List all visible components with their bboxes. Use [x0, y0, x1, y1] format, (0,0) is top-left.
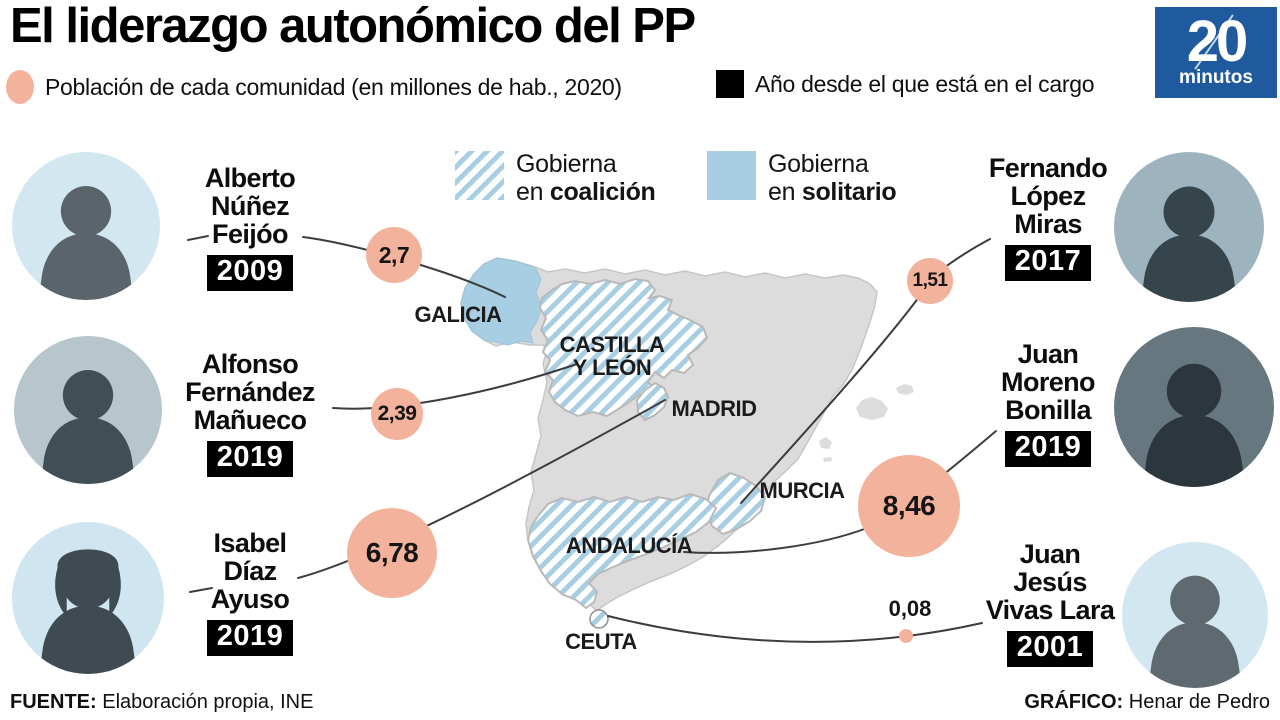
leader-name: Moreno	[1001, 367, 1096, 398]
year-badge: 2001	[1006, 631, 1094, 667]
population-bubble-galicia: 2,7	[366, 227, 422, 283]
source-credit: FUENTE: Elaboración propia, INE	[10, 691, 314, 713]
year-badge: 2019	[206, 441, 294, 477]
map-legend-solo: Gobierna en solitario	[707, 150, 897, 206]
logo-20minutos: 20 minutos	[1155, 7, 1277, 98]
leader-photo-vivas	[1122, 542, 1268, 688]
graphic-credit: GRÁFICO: Henar de Pedro	[1024, 691, 1270, 713]
leader-card-manueco: Alfonso Fernández Mañueco 2019	[158, 350, 342, 477]
leader-name: Fernández	[185, 377, 315, 408]
map-legend-coalition: Gobierna en coalición	[455, 150, 656, 206]
map-label-andalucia: ANDALUCÍA	[566, 533, 693, 558]
leader-name: Jesús	[1013, 567, 1087, 598]
leader-name: Isabel	[213, 528, 288, 558]
leader-card-lopez-miras: Fernando López Miras 2017	[956, 154, 1140, 281]
leader-photo-manueco	[14, 336, 162, 484]
leader-photo-ayuso	[12, 522, 164, 674]
map-region-andalucia	[526, 492, 718, 610]
leader-name: Fernando	[988, 153, 1108, 183]
population-bubble-murcia: 1,51	[907, 258, 953, 304]
map-legend-solo-label: Gobierna en solitario	[768, 150, 897, 206]
leader-photo-feijoo	[12, 152, 160, 300]
map-legend-coalition-label: Gobierna en coalición	[516, 150, 656, 206]
logo-word: minutos	[1179, 67, 1253, 89]
line-manueco	[332, 363, 578, 410]
coalition-hatch-icon	[455, 151, 504, 200]
map-label-ceuta: CEUTA	[565, 629, 637, 654]
leader-name: Miras	[1014, 209, 1082, 240]
leader-name: Alfonso	[201, 349, 299, 379]
population-bubble-andalucia: 8,46	[858, 455, 960, 557]
line-moreno-b	[683, 527, 868, 554]
year-badge: 2009	[206, 255, 294, 291]
population-value-ceuta: 0,08	[888, 596, 932, 621]
year-badge-icon	[716, 70, 744, 98]
legend-population-label: Población de cada comunidad (en millones…	[45, 73, 622, 100]
legend-year-label: Año desde el que está en el cargo	[755, 70, 1095, 97]
leader-name: Ayuso	[210, 584, 290, 615]
leader-name: Juan	[1019, 539, 1081, 569]
legend-population: Población de cada comunidad (en millones…	[6, 70, 622, 104]
line-vivas	[607, 615, 983, 643]
leader-name: Díaz	[223, 556, 277, 587]
leader-card-feijoo: Alberto Núñez Feijóo 2009	[158, 164, 342, 291]
leader-photo-moreno	[1114, 327, 1274, 487]
map-label-castilla-1: CASTILLA	[560, 332, 665, 357]
year-badge: 2017	[1004, 245, 1092, 281]
population-bubble-icon	[6, 70, 34, 104]
leader-card-vivas: Juan Jesús Vivas Lara 2001	[950, 540, 1150, 667]
leader-name: Alberto	[204, 163, 296, 193]
line-miras-b	[740, 296, 920, 504]
line-ayuso	[297, 399, 666, 579]
leader-name: Vivas Lara	[985, 595, 1115, 626]
leader-name: Mañueco	[193, 405, 307, 436]
map-region-ceuta	[589, 609, 609, 629]
leader-card-moreno: Juan Moreno Bonilla 2019	[956, 340, 1140, 467]
logo-number: 20	[1186, 8, 1248, 74]
leader-name: Núñez	[210, 191, 290, 222]
leader-name: Bonilla	[1005, 395, 1091, 426]
legend-year: Año desde el que está en el cargo	[716, 70, 1095, 98]
map-label-castilla-2: Y LEÓN	[573, 355, 652, 380]
map-region-galicia	[460, 257, 543, 346]
line-feijoo-dash	[187, 235, 209, 241]
leader-name: Feijóo	[212, 219, 289, 250]
population-bubble-madrid: 6,78	[347, 508, 437, 598]
map-label-madrid: MADRID	[672, 396, 757, 421]
leader-name: Juan	[1017, 339, 1079, 369]
leader-photo-lopez-miras	[1114, 152, 1264, 302]
population-bubble-castilla-y-leon: 2,39	[371, 388, 423, 440]
map-label-galicia: GALICIA	[415, 302, 503, 327]
year-badge: 2019	[206, 620, 294, 656]
map-region-castilla-y-leon	[538, 277, 709, 418]
map-region-baleares	[819, 384, 914, 462]
population-bubble-ceuta	[899, 629, 913, 643]
year-badge: 2019	[1004, 431, 1092, 467]
line-ayuso-dash	[189, 587, 213, 593]
leader-card-ayuso: Isabel Díaz Ayuso 2019	[158, 529, 342, 656]
solo-blue-icon	[707, 151, 756, 200]
leader-name: López	[1010, 181, 1087, 212]
map-label-murcia: MURCIA	[760, 478, 846, 503]
page-title: El liderazgo autonómico del PP	[10, 0, 696, 53]
